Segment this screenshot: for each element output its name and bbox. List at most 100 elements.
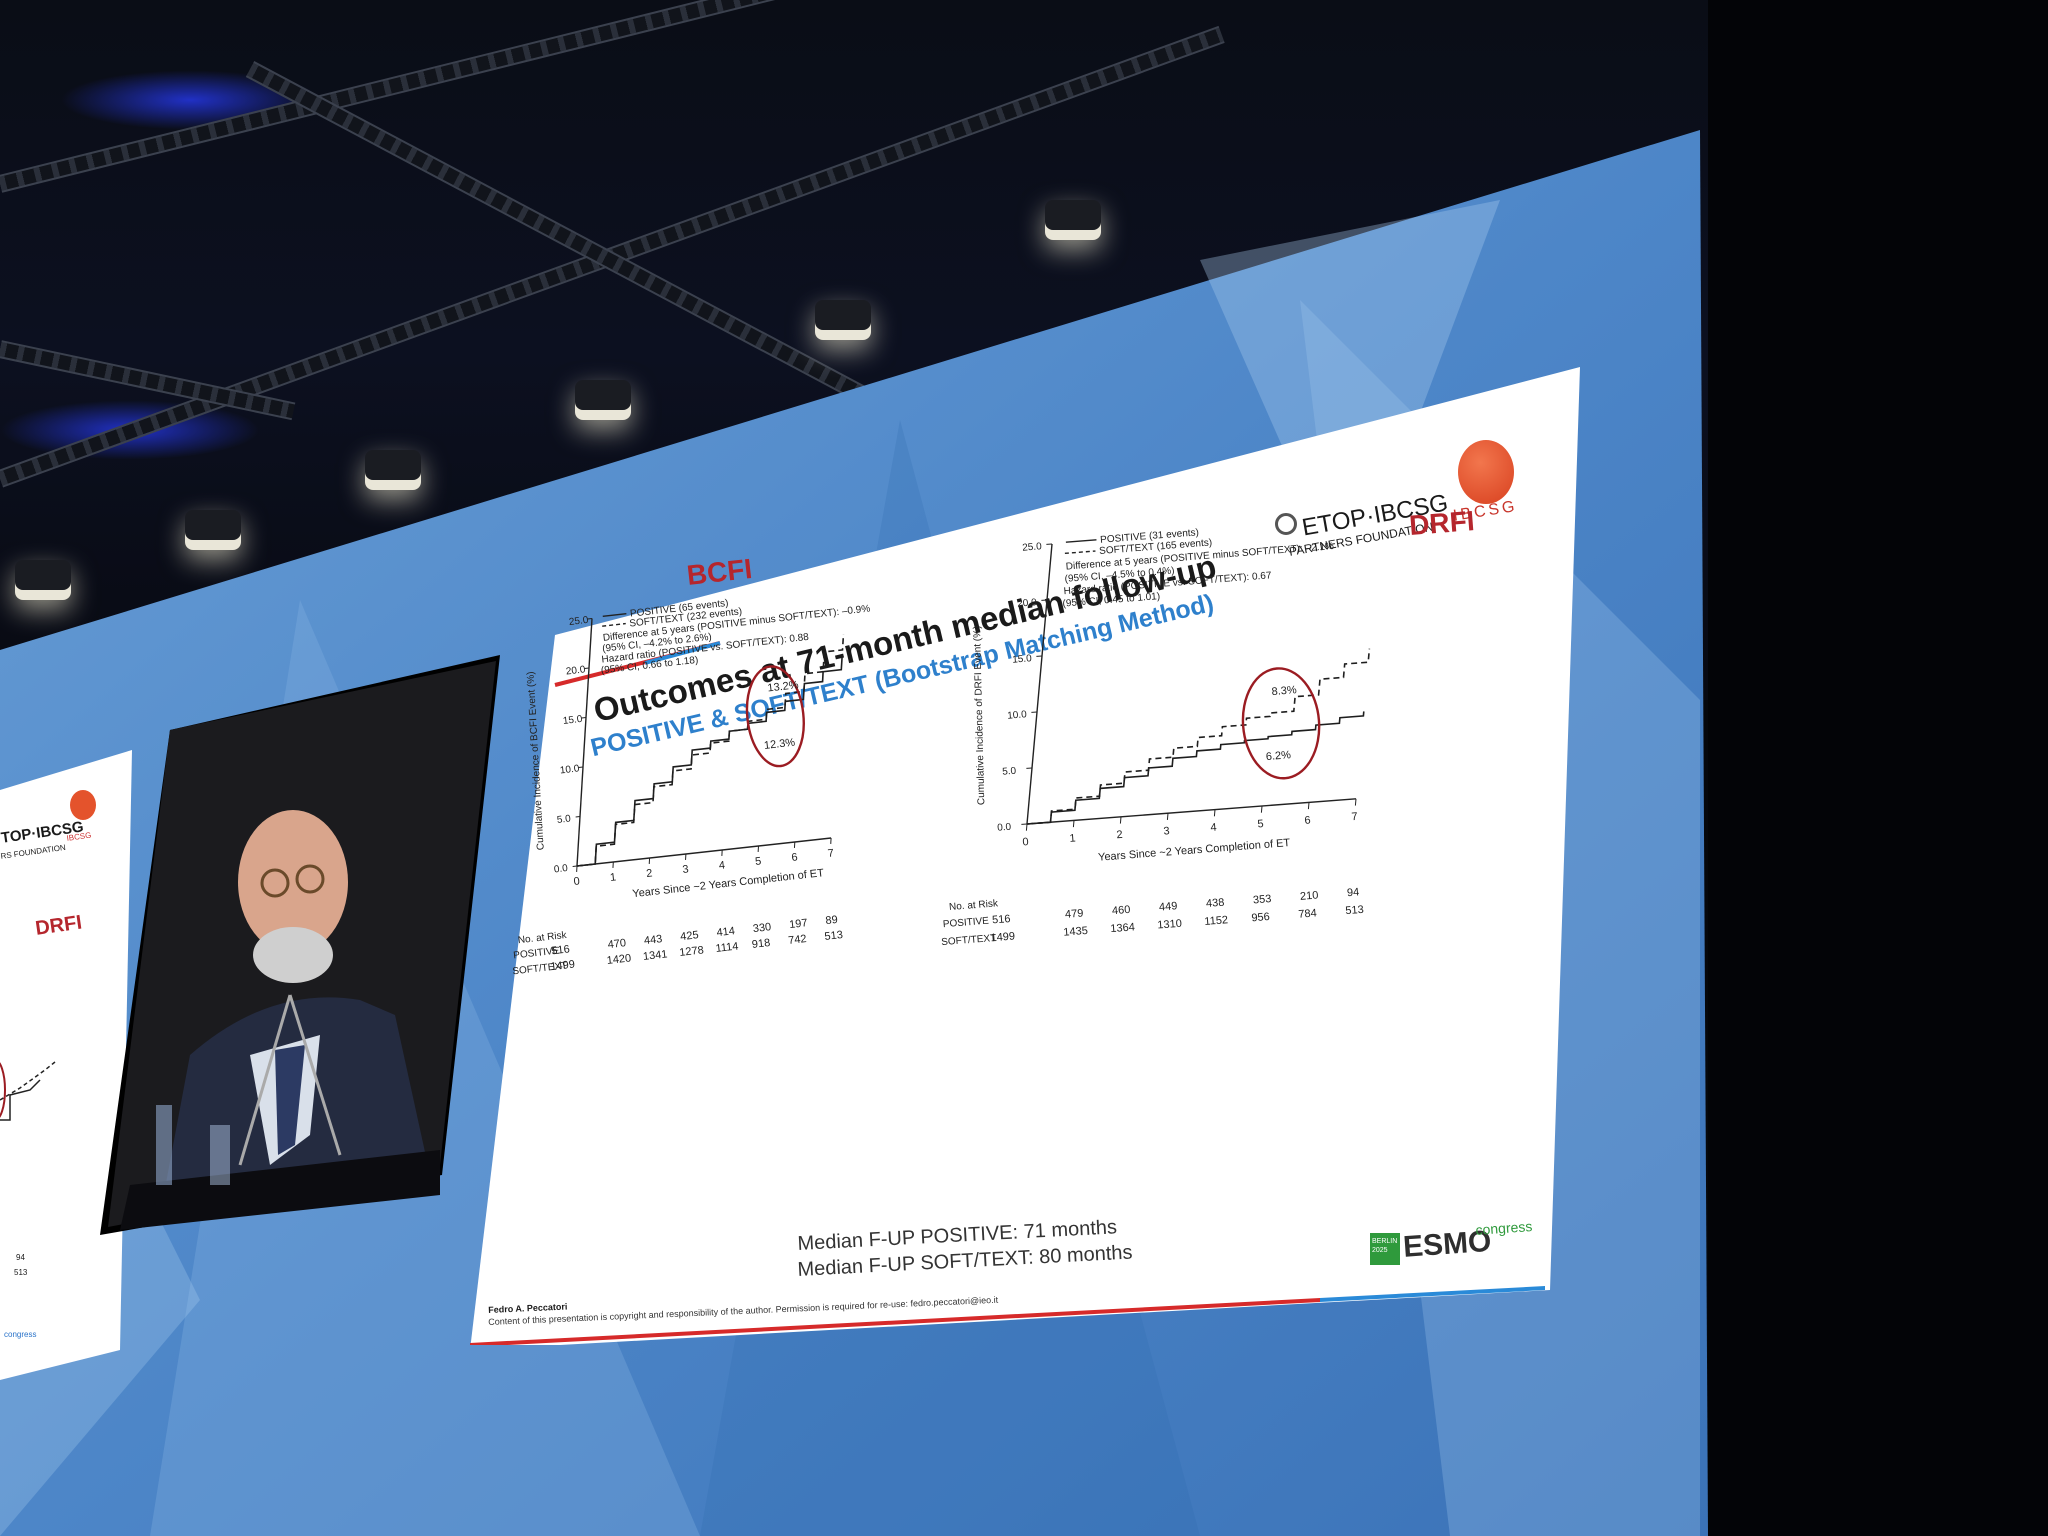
stage-spotlight [185,510,241,550]
side-slide [0,750,132,1380]
bcfi-risk-row-label: POSITIVE [513,945,560,961]
bcfi-y-tick-label: 25.0 [568,615,589,628]
bcfi-y-tick-label: 15.0 [562,714,583,727]
drfi-risk-value: 1364 [1110,921,1135,935]
bcfi-risk-value: 516 [551,943,571,957]
side-slide-globe-icon [70,790,96,820]
drfi-y-axis [1026,543,1053,825]
bcfi-x-tick-label: 5 [755,855,762,868]
drfi-risk-value: 513 [1345,904,1364,917]
stage-spotlight [815,300,871,340]
bcfi-risk-header: No. at Risk [517,930,568,946]
bcfi-risk-value: 1114 [715,941,739,955]
esmo-city: BERLIN 2025 [1372,1238,1398,1254]
bcfi-callout-value: 13.2% [767,679,800,694]
bcfi-risk-value: 742 [788,933,808,947]
drfi-x-tick-label: 5 [1257,818,1264,830]
drfi-x-tick [1307,802,1310,810]
bcfi-title: BCFI [685,553,753,591]
bcfi-risk-value: 470 [607,937,627,951]
speaker-video-feed [100,655,500,1235]
drfi-x-axis-label: Years Since ~2 Years Completion of ET [1098,837,1291,864]
drfi-y-tick-label: 5.0 [1002,766,1017,778]
drfi-x-tick [1072,820,1075,828]
bcfi-x-tick-label: 2 [646,867,653,880]
drfi-risk-value: 1310 [1157,918,1182,932]
ibcsg-globe-icon [1458,440,1514,504]
drfi-legend-swatch [1065,539,1097,543]
stage-spotlight [575,380,631,420]
drfi-x-tick [1025,823,1028,831]
bcfi-x-axis-label: Years Since ~2 Years Completion of ET [632,867,825,900]
bcfi-risk-value: 513 [824,929,844,943]
side-slide-curve [0,1061,56,1121]
bcfi-y-tick-label: 20.0 [565,664,586,677]
drfi-x-tick [1166,813,1169,820]
drfi-x-tick [1354,798,1357,806]
bcfi-y-tick-label: 0.0 [553,863,568,876]
side-slide-value: 513 [14,1268,28,1277]
drfi-risk-row-label: POSITIVE [942,916,989,931]
drfi-y-tick-label: 15.0 [1012,653,1033,665]
esmo-logo-badge [1370,1233,1400,1265]
bcfi-x-tick-label: 6 [791,851,798,864]
slide-background [470,367,1580,1345]
drfi-x-tick [1260,805,1263,813]
bcfi-risk-value: 918 [751,937,771,951]
bcfi-legend-swatch [602,612,627,617]
drfi-risk-value: 460 [1112,904,1131,917]
drfi-x-tick-label: 2 [1116,829,1123,841]
bcfi-x-tick-label: 3 [682,863,689,876]
side-slide-value: 94 [16,1253,25,1262]
bcfi-x-tick-label: 4 [718,859,725,872]
bcfi-legend-swatch [602,622,626,627]
main-slide: Outcomes at 71-month median follow-up PO… [470,365,1580,1345]
drfi-risk-value: 353 [1253,893,1272,906]
drfi-risk-value: 479 [1065,907,1084,920]
bcfi-x-tick-label: 7 [827,847,834,860]
bcfi-y-axis [576,618,593,867]
bcfi-risk-value: 330 [752,921,772,935]
drfi-risk-value: 1435 [1063,925,1088,939]
drfi-risk-value: 956 [1251,911,1270,924]
drfi-x-tick-label: 1 [1069,832,1076,844]
drfi-risk-value: 516 [992,913,1011,926]
etop-logo-icon [1275,513,1297,535]
bcfi-y-tick-label: 10.0 [559,763,580,776]
drfi-series-positive-line [1026,711,1365,825]
drfi-callout-circle [1241,667,1321,780]
drfi-callout-value: 8.3% [1271,684,1297,698]
drfi-series-softtext-line [1026,648,1371,825]
drfi-risk-value: 449 [1159,900,1178,913]
bcfi-risk-value: 443 [643,933,663,947]
drfi-title: DRFI [1408,505,1476,541]
side-slide-congress: congress [4,1330,37,1339]
drfi-callout-value: 6.2% [1265,749,1291,763]
drfi-x-tick-label: 3 [1163,825,1170,837]
bcfi-risk-value: 1499 [550,959,576,974]
bcfi-series-positive-line [576,654,843,867]
drfi-risk-row-label: SOFT/TEXT [941,933,997,948]
bcfi-y-tick-label: 5.0 [556,813,571,826]
drfi-risk-value: 784 [1298,907,1317,920]
bcfi-y-axis-label: Cumulative Incidence of BCFI Event (%) [525,671,546,850]
stage-spotlight [1045,200,1101,240]
drfi-risk-value: 1499 [990,930,1015,944]
drfi-x-tick-label: 4 [1210,822,1217,834]
drfi-legend-swatch [1064,550,1096,555]
stage-curtain [1708,0,2048,1536]
drfi-risk-value: 438 [1206,897,1225,910]
drfi-risk-value: 210 [1300,889,1319,902]
drfi-x-tick [1119,816,1122,824]
drfi-y-axis-label: Cumulative Incidence of DRFI Event (%) [972,625,987,805]
bcfi-risk-value: 1341 [642,948,668,963]
drfi-y-tick-label: 25.0 [1022,541,1043,553]
bcfi-callout-circle [745,665,805,768]
stage-spotlight [15,560,71,600]
drfi-y-tick-label: 10.0 [1007,709,1028,721]
bcfi-risk-value: 414 [716,925,736,939]
drfi-x-tick [1213,809,1216,817]
bcfi-risk-value: 89 [825,914,838,927]
bcfi-x-axis [576,837,832,867]
